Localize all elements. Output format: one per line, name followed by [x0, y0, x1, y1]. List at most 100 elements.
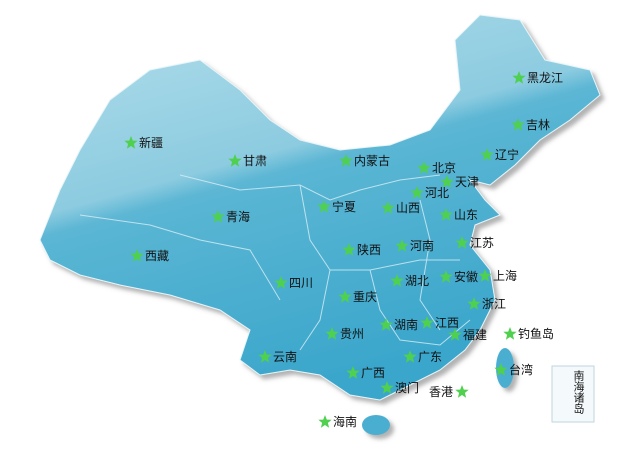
province-marker[interactable]: 新疆: [124, 135, 163, 150]
star-icon[interactable]: [325, 327, 339, 340]
province-label[interactable]: 福建: [463, 327, 487, 342]
star-icon[interactable]: [494, 363, 508, 376]
province-label[interactable]: 西藏: [145, 249, 169, 263]
star-icon[interactable]: [342, 243, 356, 256]
province-label[interactable]: 安徽: [454, 269, 478, 284]
province-label[interactable]: 上海: [493, 268, 517, 283]
star-icon[interactable]: [439, 208, 453, 221]
star-icon[interactable]: [503, 327, 517, 340]
province-marker[interactable]: 天津: [440, 175, 479, 189]
star-icon[interactable]: [440, 175, 454, 188]
star-icon[interactable]: [410, 186, 424, 199]
province-label[interactable]: 河北: [425, 186, 449, 200]
star-icon[interactable]: [379, 318, 393, 331]
province-label[interactable]: 台湾: [509, 362, 533, 377]
star-icon[interactable]: [448, 328, 462, 341]
star-icon[interactable]: [512, 71, 526, 84]
province-label[interactable]: 澳门: [395, 380, 419, 395]
star-icon[interactable]: [339, 154, 353, 167]
star-icon[interactable]: [228, 154, 242, 167]
province-label[interactable]: 浙江: [482, 297, 506, 311]
province-marker[interactable]: 内蒙古: [339, 153, 390, 168]
province-label[interactable]: 山东: [454, 208, 478, 222]
province-marker[interactable]: 湖北: [390, 273, 429, 288]
province-marker[interactable]: 上海: [478, 268, 517, 283]
star-icon[interactable]: [318, 415, 332, 428]
province-label[interactable]: 宁夏: [332, 199, 356, 214]
star-icon[interactable]: [380, 381, 394, 394]
province-label[interactable]: 青海: [226, 209, 250, 224]
province-label[interactable]: 黑龙江: [527, 71, 563, 85]
province-marker[interactable]: 吉林: [511, 118, 550, 132]
province-marker[interactable]: 福建: [448, 327, 487, 342]
star-icon[interactable]: [258, 350, 272, 363]
province-marker[interactable]: 湖南: [379, 317, 418, 332]
star-icon[interactable]: [130, 249, 144, 262]
star-icon[interactable]: [338, 290, 352, 303]
province-marker[interactable]: 四川: [274, 276, 313, 290]
province-marker[interactable]: 西藏: [130, 249, 169, 263]
province-marker[interactable]: 河北: [410, 186, 449, 200]
star-icon[interactable]: [403, 350, 417, 363]
province-marker[interactable]: 澳门: [380, 380, 419, 395]
province-label[interactable]: 广西: [361, 366, 385, 380]
star-icon[interactable]: [455, 385, 469, 398]
star-icon[interactable]: [511, 118, 525, 131]
province-label[interactable]: 辽宁: [495, 147, 519, 162]
province-marker[interactable]: 浙江: [467, 297, 506, 311]
province-label[interactable]: 江苏: [470, 236, 494, 250]
province-marker[interactable]: 黑龙江: [512, 71, 563, 85]
star-icon[interactable]: [317, 200, 331, 213]
star-icon[interactable]: [455, 236, 469, 249]
province-label[interactable]: 湖南: [394, 317, 418, 332]
province-label[interactable]: 北京: [432, 161, 456, 175]
star-icon[interactable]: [390, 274, 404, 287]
province-marker[interactable]: 钓鱼岛: [503, 326, 554, 341]
province-label[interactable]: 海南: [333, 414, 357, 429]
province-marker[interactable]: 广西: [346, 366, 385, 380]
province-label[interactable]: 贵州: [340, 327, 364, 341]
province-label[interactable]: 江西: [435, 316, 459, 330]
star-icon[interactable]: [395, 239, 409, 252]
province-marker[interactable]: 云南: [258, 349, 297, 364]
province-marker[interactable]: 江苏: [455, 236, 494, 250]
province-marker[interactable]: 甘肃: [228, 154, 267, 168]
province-marker[interactable]: 陕西: [342, 242, 381, 257]
province-label[interactable]: 四川: [289, 276, 313, 290]
province-label[interactable]: 吉林: [526, 118, 550, 132]
province-marker[interactable]: 安徽: [439, 269, 478, 284]
province-label[interactable]: 湖北: [405, 273, 429, 288]
province-marker[interactable]: 山西: [381, 201, 420, 215]
province-marker[interactable]: 青海: [211, 209, 250, 224]
star-icon[interactable]: [420, 316, 434, 329]
province-label[interactable]: 新疆: [139, 135, 163, 150]
province-marker[interactable]: 辽宁: [480, 147, 519, 162]
province-label[interactable]: 钓鱼岛: [518, 326, 554, 341]
province-marker[interactable]: 台湾: [494, 362, 533, 377]
province-marker[interactable]: 贵州: [325, 327, 364, 341]
province-marker[interactable]: 北京: [417, 161, 456, 175]
province-marker[interactable]: 宁夏: [317, 199, 356, 214]
star-icon[interactable]: [124, 136, 138, 149]
province-marker[interactable]: 山东: [439, 208, 478, 222]
province-label[interactable]: 陕西: [357, 242, 381, 257]
province-label[interactable]: 内蒙古: [354, 153, 390, 168]
star-icon[interactable]: [478, 269, 492, 282]
province-marker[interactable]: 香港: [429, 385, 469, 399]
province-marker[interactable]: 广东: [403, 350, 442, 364]
province-label[interactable]: 云南: [273, 349, 297, 364]
province-label[interactable]: 香港: [429, 385, 453, 399]
star-icon[interactable]: [274, 276, 288, 289]
province-marker[interactable]: 重庆: [338, 290, 377, 304]
province-label[interactable]: 天津: [455, 175, 479, 189]
province-label[interactable]: 河南: [410, 238, 434, 253]
province-marker[interactable]: 江西: [420, 316, 459, 330]
star-icon[interactable]: [417, 161, 431, 174]
province-marker[interactable]: 河南: [395, 238, 434, 253]
star-icon[interactable]: [480, 148, 494, 161]
star-icon[interactable]: [467, 297, 481, 310]
province-marker[interactable]: 海南: [318, 414, 357, 429]
star-icon[interactable]: [211, 210, 225, 223]
province-label[interactable]: 广东: [418, 350, 442, 364]
star-icon[interactable]: [381, 201, 395, 214]
